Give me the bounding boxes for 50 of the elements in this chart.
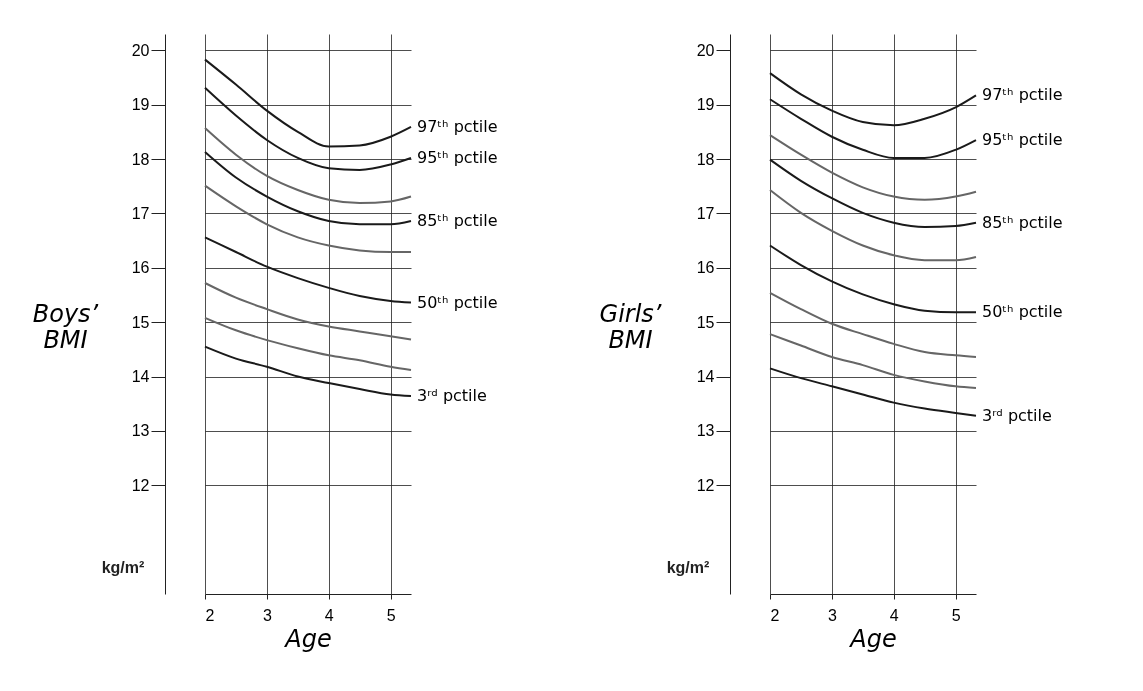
x-tick-label: 3 <box>262 606 272 624</box>
y-tick-label: 18 <box>696 150 715 168</box>
line-series <box>204 282 412 341</box>
line-series <box>204 316 412 371</box>
y-tick-label: 16 <box>696 259 715 277</box>
y-tick-label: 13 <box>696 422 715 440</box>
x-tick-label: 2 <box>770 606 780 624</box>
y-tick-label: 15 <box>131 313 150 331</box>
y-tick-label: 20 <box>131 41 150 59</box>
y-tick-label: 12 <box>696 476 715 494</box>
y-tick-label: 13 <box>131 422 150 440</box>
series-label: 3ʳᵈ pctile <box>982 405 1052 425</box>
x-axis-title: Age <box>283 624 332 653</box>
series-label: 50ᵗʰ pctile <box>417 292 498 312</box>
x-tick-label: 2 <box>205 606 215 624</box>
x-tick-label: 3 <box>827 606 837 624</box>
text: kg/m² <box>101 559 145 576</box>
y-tick-label: 12 <box>131 476 150 494</box>
series-label: 3ʳᵈ pctile <box>417 386 487 406</box>
y-tick-label: 14 <box>131 368 150 386</box>
x-tick-label: 5 <box>951 606 961 624</box>
y-tick-label: 16 <box>131 259 150 277</box>
line-series <box>769 189 977 262</box>
y-tick-label: 15 <box>696 313 715 331</box>
series-label: 97ᵗʰ pctile <box>417 116 498 136</box>
x-tick-label: 4 <box>324 606 334 624</box>
line-series <box>204 184 412 254</box>
y-tick-label: 14 <box>696 368 715 386</box>
series-label: 97ᵗʰ pctile <box>982 85 1063 105</box>
y-tick-label: 19 <box>696 96 715 114</box>
line-series <box>204 127 412 205</box>
series-label: 85ᵗʰ pctile <box>417 211 498 231</box>
series-label: 50ᵗʰ pctile <box>982 302 1063 322</box>
series-label: 85ᵗʰ pctile <box>982 212 1063 232</box>
line-series <box>769 291 977 358</box>
y-tick-label: 20 <box>696 41 715 59</box>
text: kg/m² <box>666 559 710 576</box>
line-series <box>769 333 977 389</box>
y-tick-label: 17 <box>696 204 715 222</box>
x-tick-label: 4 <box>889 606 899 624</box>
series-label: 95ᵗʰ pctile <box>417 147 498 167</box>
x-tick-label: 5 <box>386 606 396 624</box>
series-label: 95ᵗʰ pctile <box>982 130 1063 150</box>
y-tick-label: 17 <box>131 204 150 222</box>
x-axis-title: Age <box>848 624 897 653</box>
line-series <box>769 134 977 201</box>
y-axis-title: Boys’ BMI <box>32 299 99 354</box>
y-axis-title: Girls’ BMI <box>599 299 662 354</box>
y-tick-label: 19 <box>131 96 150 114</box>
y-tick-label: 18 <box>131 150 150 168</box>
